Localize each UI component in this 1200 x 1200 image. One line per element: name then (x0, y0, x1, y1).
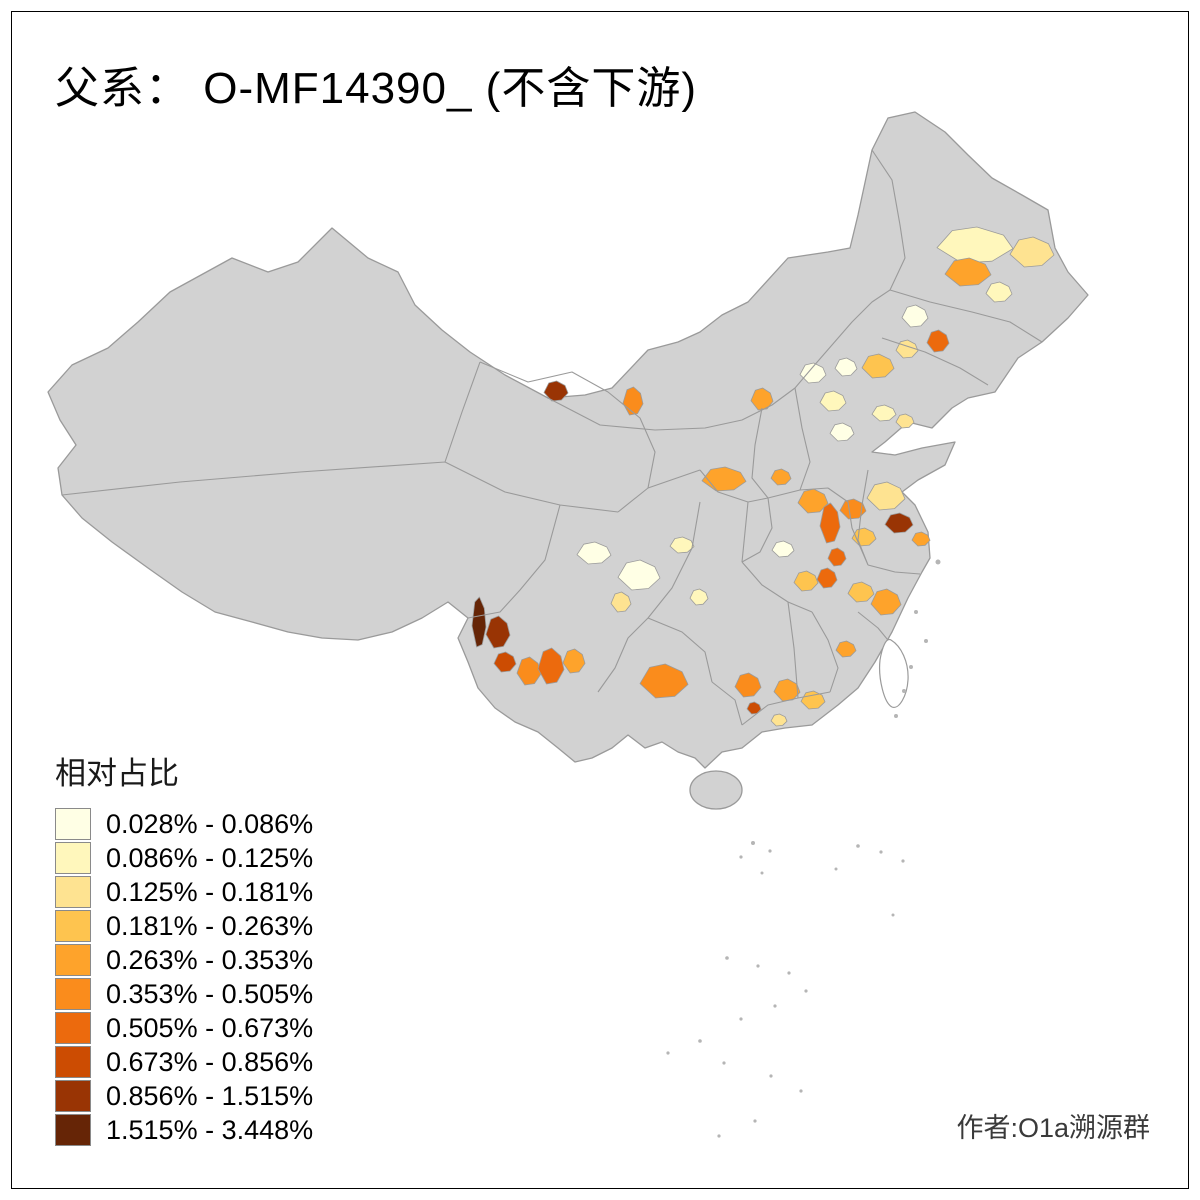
china-mainland (47, 111, 1089, 769)
legend-row: 0.353% - 0.505% (55, 977, 313, 1011)
legend-row: 0.673% - 0.856% (55, 1045, 313, 1079)
legend-swatch (55, 808, 91, 840)
map-region (771, 540, 795, 558)
map-region (835, 640, 857, 658)
legend-label: 0.125% - 0.181% (106, 876, 314, 907)
legend-swatch (55, 1046, 91, 1078)
legend-swatch (55, 910, 91, 942)
legend-label: 1.515% - 3.448% (106, 1114, 314, 1145)
colored-regions (471, 226, 1055, 727)
legend-row: 0.263% - 0.353% (55, 943, 313, 977)
map-region (797, 488, 829, 514)
legend-row: 0.856% - 1.515% (55, 1079, 313, 1113)
map-region (734, 672, 762, 698)
map-region (861, 353, 895, 379)
map-region (819, 390, 847, 412)
map-region (617, 559, 661, 591)
attribution: 作者:O1a溯源群 (956, 1113, 1150, 1143)
legend-swatch (55, 944, 91, 976)
map-region (911, 531, 931, 547)
map-region (866, 481, 906, 511)
map-region (770, 713, 788, 727)
map-region (537, 647, 565, 685)
legend-row: 0.086% - 0.125% (55, 841, 313, 875)
taiwan-island (879, 638, 909, 708)
hainan-island (689, 770, 743, 810)
legend-label: 0.673% - 0.856% (106, 1046, 314, 1077)
map-region (819, 502, 841, 544)
legend-label: 0.353% - 0.505% (106, 978, 314, 1009)
map-region (576, 541, 612, 565)
map-region (689, 588, 709, 606)
legend-swatch (55, 876, 91, 908)
legend-row: 0.505% - 0.673% (55, 1011, 313, 1045)
map-region (871, 404, 897, 422)
legend-title: 相对占比 (55, 756, 179, 791)
legend-label: 0.505% - 0.673% (106, 1012, 314, 1043)
province-borders (61, 149, 1043, 726)
legend-row: 0.181% - 0.263% (55, 909, 313, 943)
legend-row: 1.515% - 3.448% (55, 1113, 313, 1147)
map-region (471, 596, 487, 648)
legend-row: 0.125% - 0.181% (55, 875, 313, 909)
legend-label: 0.181% - 0.263% (106, 910, 314, 941)
sea-islands (666, 559, 941, 1138)
map-region (827, 547, 847, 567)
map-region (926, 329, 950, 353)
map-region (485, 615, 511, 649)
map-region (816, 567, 838, 589)
map-region (562, 648, 586, 674)
map-region (895, 413, 915, 429)
legend-label: 0.856% - 1.515% (106, 1080, 314, 1111)
legend-swatch (55, 978, 91, 1010)
legend-label: 0.086% - 0.125% (106, 842, 314, 873)
map-region (800, 690, 826, 710)
map-region (870, 588, 902, 616)
legend-swatch (55, 842, 91, 874)
legend-swatch (55, 1114, 91, 1146)
map-region (493, 651, 517, 673)
map-region (985, 281, 1013, 303)
map-region (746, 701, 762, 715)
map-region (944, 257, 992, 287)
map-region (770, 468, 792, 486)
map-region (884, 512, 914, 534)
map-region (799, 362, 827, 384)
map-region (847, 581, 875, 603)
legend: 相对占比 0.028% - 0.086% 0.086% - 0.125% 0.1… (55, 748, 313, 1147)
map-region (834, 357, 858, 377)
map-region (639, 663, 689, 699)
legend-label: 0.028% - 0.086% (106, 808, 314, 839)
map-region (829, 422, 855, 442)
map-region (750, 387, 774, 411)
legend-swatch (55, 1080, 91, 1112)
legend-label: 0.263% - 0.353% (106, 944, 314, 975)
map-region (1009, 236, 1055, 268)
legend-swatch (55, 1012, 91, 1044)
map-region (901, 304, 929, 328)
map-region (610, 591, 632, 613)
page-title: 父系： O-MF14390_ (不含下游) (55, 64, 697, 113)
map-region (793, 570, 819, 592)
legend-row: 0.028% - 0.086% (55, 807, 313, 841)
map-region (701, 466, 747, 492)
